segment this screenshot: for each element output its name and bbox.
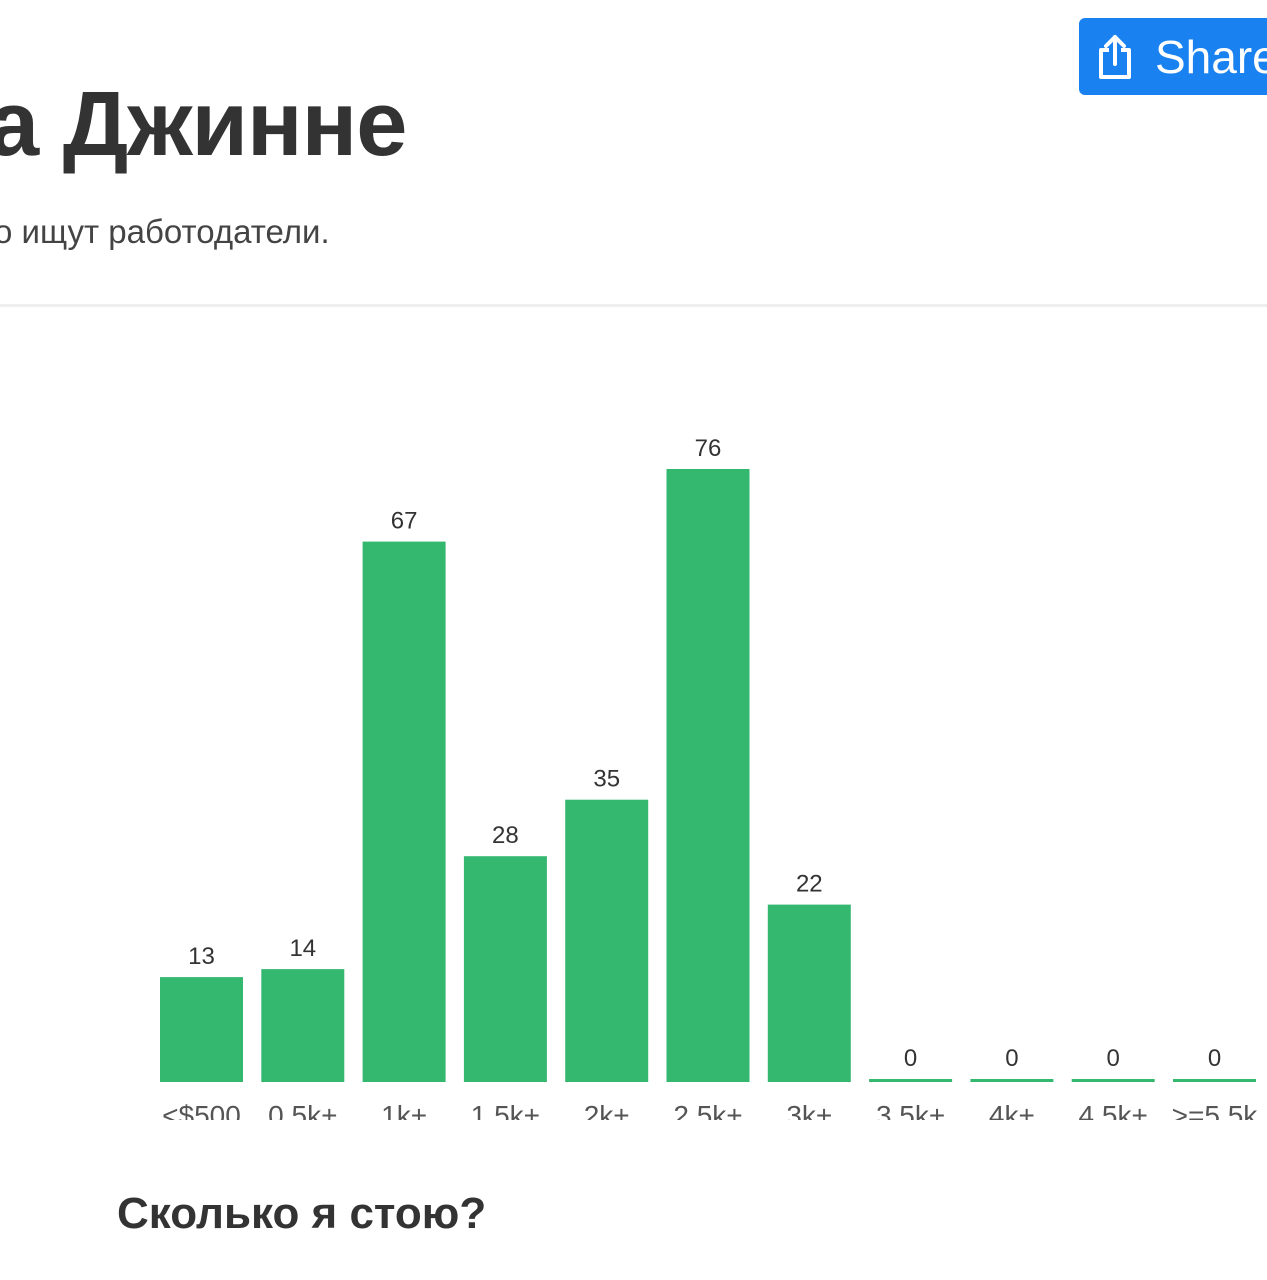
data-label: 0 xyxy=(904,1045,917,1072)
tick-labels-layer: <$500 0,5k+ 1k+ 1,5k+ 2k+ 2,5k+ 3k+ 3,5k+ 4k+ 4,5… xyxy=(162,1100,1258,1120)
x-tick-label: 4k+ xyxy=(989,1100,1035,1120)
data-label: 0 xyxy=(1208,1045,1221,1072)
x-tick-label: 1,5k+ xyxy=(471,1100,540,1120)
x-tick-label: 1k+ xyxy=(381,1100,427,1120)
x-tick-label: >=5.5k xyxy=(1172,1100,1259,1120)
x-tick-label: 4,5k+ xyxy=(1079,1100,1148,1120)
data-label: 14 xyxy=(289,935,316,962)
bar xyxy=(666,469,750,1082)
salary-distribution-chart: 13 14 67 28 35 76 22 0 0 0 0 <$500 0,5k+ 1k+ 1,5k+ 2k+… xyxy=(160,435,1258,1120)
x-tick-label: <$500 xyxy=(162,1100,241,1120)
data-label: 67 xyxy=(391,508,418,535)
data-label: 28 xyxy=(492,822,519,849)
bar xyxy=(261,969,345,1082)
bar xyxy=(463,856,547,1082)
share-button[interactable]: Share xyxy=(1079,18,1267,95)
bar xyxy=(362,541,446,1082)
share-icon xyxy=(1099,34,1131,79)
data-label: 22 xyxy=(796,871,823,898)
data-label: 0 xyxy=(1005,1045,1018,1072)
data-label: 0 xyxy=(1107,1045,1120,1072)
bar xyxy=(160,977,243,1082)
bar xyxy=(970,1079,1054,1082)
page-title: а Джинне xyxy=(0,73,407,175)
header-divider xyxy=(0,304,1267,307)
value-labels-layer: 13 14 67 28 35 76 22 0 0 0 0 xyxy=(188,435,1221,1072)
x-tick-label: 3k+ xyxy=(786,1100,832,1120)
x-tick-label: 2k+ xyxy=(584,1100,630,1120)
bar xyxy=(869,1079,953,1082)
data-label: 13 xyxy=(188,943,215,970)
bar xyxy=(1173,1079,1256,1082)
section-heading: Сколько я стою? xyxy=(117,1189,487,1238)
x-tick-label: 3,5k+ xyxy=(876,1100,945,1120)
bar xyxy=(767,904,851,1082)
x-tick-label: 2,5k+ xyxy=(673,1100,742,1120)
bars-layer xyxy=(160,469,1256,1082)
page-subtitle: о ищут работодатели. xyxy=(0,213,330,250)
data-label: 35 xyxy=(593,766,620,793)
x-tick-label: 0,5k+ xyxy=(268,1100,337,1120)
data-label: 76 xyxy=(695,435,722,462)
bar xyxy=(565,799,649,1082)
share-button-label: Share xyxy=(1155,30,1267,83)
bar xyxy=(1071,1079,1155,1082)
